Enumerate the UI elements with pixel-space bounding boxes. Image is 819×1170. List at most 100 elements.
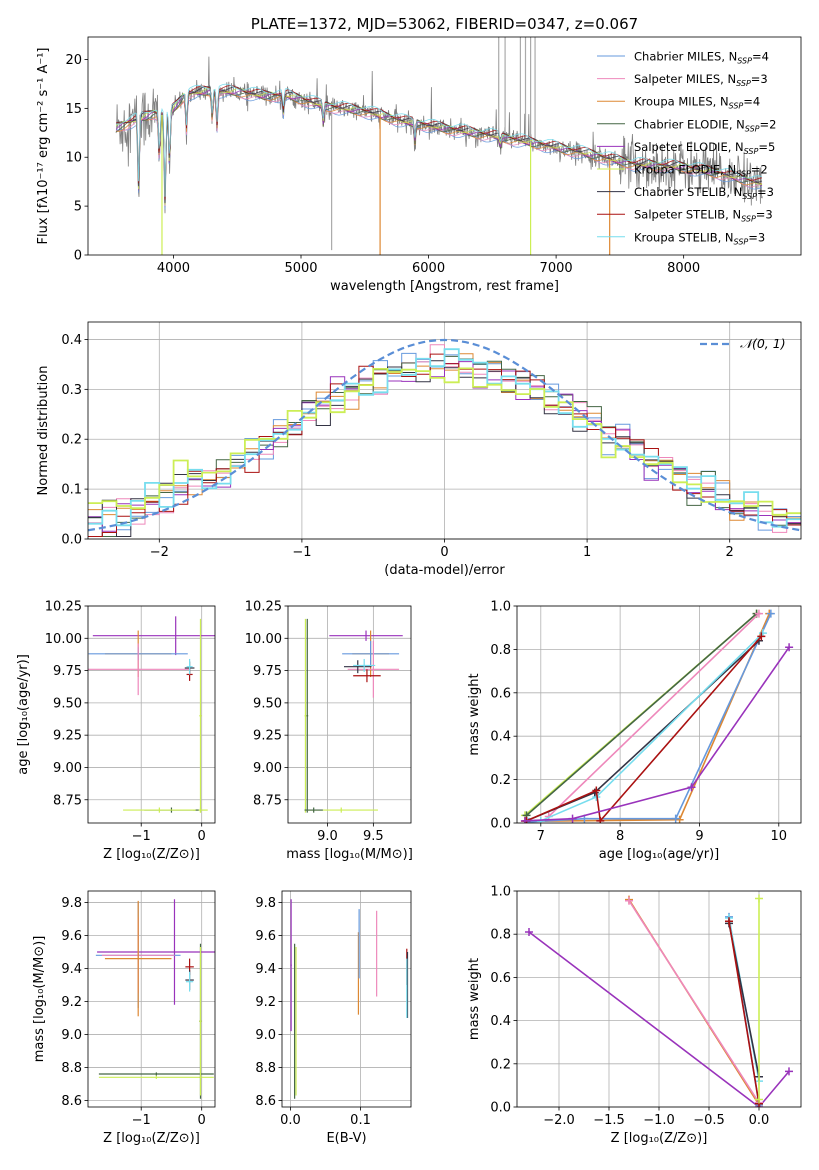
x-tick-label: 7000 xyxy=(540,261,573,276)
y-tick-label: 10 xyxy=(65,151,82,166)
x-tick-label: 6000 xyxy=(412,261,445,276)
axes-frame xyxy=(87,321,802,540)
legend-entry: Salpeter MILES, NSSP=3 xyxy=(634,72,768,88)
y-tick-label: 10.00 xyxy=(45,632,82,647)
legend-subscript: SSP xyxy=(737,57,752,66)
plot-area xyxy=(304,618,403,813)
x-tick-label: −0.5 xyxy=(693,1113,725,1128)
y-tick-label: 0.8 xyxy=(490,928,511,943)
point-marker xyxy=(592,786,601,795)
y-tick-label: 9.25 xyxy=(53,729,82,744)
series-line-salp_stelib xyxy=(728,921,760,1104)
x-tick-label: 8000 xyxy=(667,261,700,276)
y-tick-label: 9.25 xyxy=(253,729,282,744)
y-tick-label: 5 xyxy=(74,200,82,215)
y-tick-label: 0.0 xyxy=(490,1101,511,1116)
series-line-salp_elodie xyxy=(528,931,790,1107)
point-marker xyxy=(568,814,577,823)
y-axis-label: age [log₁₀(age/yr)] xyxy=(16,654,31,775)
x-axis-label: Z [log₁₀(Z/Z⊙)] xyxy=(103,847,200,862)
histogram-krou_stelib xyxy=(88,348,801,528)
x-tick-label: 0.1 xyxy=(350,1113,371,1128)
x-tick-label: −1 xyxy=(132,829,151,844)
x-tick-label: 10 xyxy=(771,829,788,844)
legend-text: Kroupa STELIB, N xyxy=(634,230,734,244)
axes: −2 −1 0 1 2 0.0 0.1 0.2 0.3 0.4 (data-model)/error… xyxy=(36,321,802,578)
plot-area xyxy=(525,894,793,1107)
point-marker xyxy=(687,783,696,792)
y-tick-label: 15 xyxy=(65,102,82,117)
panel-residuals: −2 −1 0 1 2 0.0 0.1 0.2 0.3 0.4 (data-model)/error… xyxy=(36,321,802,578)
point-marker xyxy=(520,816,529,823)
legend-value: =3 xyxy=(751,72,768,86)
legend-value: =5 xyxy=(758,140,775,154)
plot-area xyxy=(88,338,801,537)
plot-area xyxy=(115,37,763,255)
y-tick-label: 0.4 xyxy=(61,333,82,348)
point-marker xyxy=(525,928,533,937)
legend-subscript: SSP xyxy=(736,79,751,88)
y-tick-label: 0.4 xyxy=(490,1014,511,1029)
axes: −1 0 8.6 8.8 9.0 9.2 9.4 9.6 9.8 Z [log₁₀(Z/Z⊙)] m… xyxy=(32,890,216,1146)
grid xyxy=(88,891,215,1107)
legend-entry: Chabrier MILES, NSSP=4 xyxy=(634,50,769,66)
legend-entry: Salpeter ELODIE, NSSP=5 xyxy=(634,140,775,156)
x-tick-label: 2 xyxy=(726,545,734,560)
series-line-salp_miles xyxy=(548,613,760,818)
axes-frame xyxy=(87,605,216,824)
legend-entry: Chabrier STELIB, NSSP=3 xyxy=(634,185,774,201)
plot-area xyxy=(88,616,215,813)
x-tick-label: 4000 xyxy=(157,261,190,276)
x-tick-label: 0 xyxy=(440,545,448,560)
axes-frame xyxy=(516,890,802,1108)
x-tick-label: 9.0 xyxy=(317,829,338,844)
series-line-chab_miles xyxy=(528,613,772,823)
legend-text: Kroupa MILES, N xyxy=(634,95,729,109)
point-marker xyxy=(755,894,763,903)
y-tick-label: 9.8 xyxy=(61,896,82,911)
x-tick-label: 0 xyxy=(198,1113,206,1128)
point-marker xyxy=(757,632,766,641)
legend-subscript: SSP xyxy=(729,102,744,111)
legend-value: =3 xyxy=(748,230,765,244)
x-axis-label: mass [log₁₀(M/M⊙)] xyxy=(286,847,413,862)
x-tick-label: 7 xyxy=(537,829,545,844)
x-tick-label: 8 xyxy=(616,829,624,844)
legend-subscript: SSP xyxy=(736,170,751,179)
legend-value: =3 xyxy=(756,208,773,222)
y-tick-label: 9.4 xyxy=(61,962,82,977)
x-tick-label: 0.0 xyxy=(749,1113,770,1128)
legend-entry: Kroupa STELIB, NSSP=3 xyxy=(634,230,765,246)
axes: 0.0 0.1 8.6 8.8 9.0 9.2 9.4 9.6 9.8 E(B-V) xyxy=(255,890,412,1146)
legend-entry: Kroupa ELODIE, NSSP=2 xyxy=(634,163,768,179)
y-tick-label: 9.4 xyxy=(255,962,276,977)
point-marker xyxy=(725,917,733,926)
legend-value: =2 xyxy=(760,117,777,131)
x-axis-label: (data-model)/error xyxy=(384,563,505,578)
point-marker xyxy=(675,815,684,823)
grid xyxy=(282,891,411,1107)
point-marker xyxy=(596,816,605,823)
y-tick-label: 9.6 xyxy=(255,929,276,944)
x-tick-label: −1.5 xyxy=(593,1113,625,1128)
axes-frame xyxy=(87,36,802,256)
x-axis-label: E(B-V) xyxy=(326,1131,366,1146)
point-marker xyxy=(754,609,763,618)
plot-area xyxy=(95,899,215,1099)
axes-frame xyxy=(516,605,802,824)
axes-frame xyxy=(87,890,216,1108)
legend-subscript: SSP xyxy=(741,215,756,224)
y-tick-label: 9.6 xyxy=(61,929,82,944)
panel-mass_vs_Z: −1 0 8.6 8.8 9.0 9.2 9.4 9.6 9.8 Z [log₁₀(Z/Z⊙)] m… xyxy=(32,890,216,1146)
x-tick-label: −2.0 xyxy=(543,1113,575,1128)
series-line-chab_elodie xyxy=(525,612,758,817)
y-tick-label: 0.3 xyxy=(61,383,82,398)
y-tick-label: 9.00 xyxy=(253,761,282,776)
y-tick-label: 0.2 xyxy=(490,773,511,788)
x-tick-label: 9 xyxy=(695,829,703,844)
panel-mass_weight_vs_Z: −2.0 −1.5 −1.0 −0.5 0.0 0.0 0.2 0.4 0.6 0.8 1.0 Z [… xyxy=(467,885,802,1146)
legend: Chabrier MILES, NSSP=4 Salpeter MILES, NS… xyxy=(597,50,777,246)
x-tick-label: 9.5 xyxy=(363,829,384,844)
model-spectrum-line xyxy=(115,87,763,205)
y-axis-label: Flux [fλ10⁻¹⁷ erg cm⁻² s⁻¹ A⁻¹] xyxy=(36,48,51,245)
